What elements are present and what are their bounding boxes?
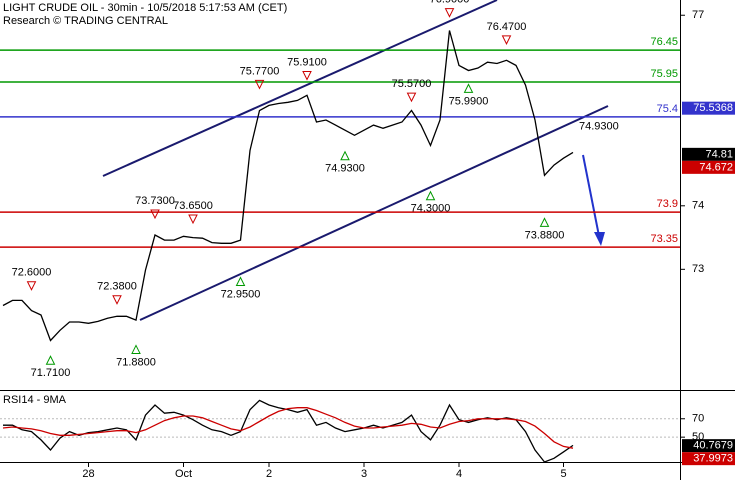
x-tick-label: 5 bbox=[560, 468, 566, 480]
chart-subtitle: Research © TRADING CENTRAL bbox=[3, 15, 168, 27]
price-line bbox=[2, 30, 574, 342]
price-tag-label: 37.9973 bbox=[693, 453, 733, 465]
channel-upper bbox=[102, 0, 498, 177]
chart-title: LIGHT CRUDE OIL - 30min - 10/5/2018 5:17… bbox=[3, 2, 287, 14]
annotation-label: 73.7300 bbox=[135, 195, 175, 207]
level-label: 75.4 bbox=[657, 103, 678, 115]
level-label: 73.35 bbox=[650, 233, 678, 245]
x-tick-label: 28 bbox=[82, 468, 94, 480]
y-tick-label: 74 bbox=[692, 200, 704, 212]
annotation-label: 71.8800 bbox=[116, 356, 156, 368]
annotation-label: 73.6500 bbox=[173, 200, 213, 212]
annotation-label: 74.3000 bbox=[411, 203, 451, 215]
high-marker bbox=[26, 281, 37, 291]
forecast-arrowhead bbox=[594, 232, 605, 246]
price-tag-label: 74.81 bbox=[705, 148, 733, 160]
price-tag-label: 74.672 bbox=[699, 161, 733, 173]
low-marker bbox=[539, 217, 550, 227]
annotation-label: 71.7100 bbox=[31, 367, 71, 379]
annotation-label: 76.4700 bbox=[487, 21, 527, 33]
high-marker bbox=[254, 79, 265, 90]
low-marker bbox=[340, 150, 350, 161]
low-marker bbox=[131, 344, 141, 354]
x-tick-label: 3 bbox=[361, 468, 367, 480]
price-tag bbox=[682, 160, 735, 174]
annotation-label: 72.9500 bbox=[221, 288, 261, 300]
high-marker bbox=[112, 295, 122, 305]
y-tick-label: 77 bbox=[692, 9, 704, 21]
price-tag-label: 40.7679 bbox=[693, 440, 733, 452]
annotation-label: 72.6000 bbox=[12, 267, 52, 279]
annotation-label: 72.3800 bbox=[97, 281, 137, 293]
low-marker bbox=[425, 190, 436, 201]
price-tag bbox=[682, 439, 735, 453]
high-marker bbox=[501, 35, 512, 46]
level-label: 75.95 bbox=[650, 68, 678, 80]
high-marker bbox=[188, 214, 198, 225]
annotation-label: 75.9900 bbox=[449, 95, 489, 107]
rsi-line bbox=[3, 399, 574, 463]
high-marker bbox=[444, 8, 455, 18]
level-label: 73.9 bbox=[657, 198, 678, 210]
price-tag bbox=[682, 147, 735, 161]
x-tick-label: 4 bbox=[456, 468, 462, 480]
price-tag bbox=[682, 452, 735, 466]
price-tag-label: 75.5368 bbox=[693, 102, 733, 114]
channel-lower bbox=[139, 105, 609, 321]
price-tag bbox=[682, 101, 735, 115]
rsi-line bbox=[2, 407, 574, 449]
annotation-label: 73.8800 bbox=[525, 229, 565, 241]
x-tick-label: Oct bbox=[175, 468, 192, 480]
high-marker bbox=[302, 70, 312, 81]
y-tick-label: 73 bbox=[692, 263, 704, 275]
annotation-label: 75.5700 bbox=[392, 78, 432, 90]
x-tick-label: 2 bbox=[266, 468, 272, 480]
forecast-arrow bbox=[582, 154, 600, 237]
annotation-label: 74.9300 bbox=[325, 163, 365, 175]
low-marker bbox=[45, 355, 56, 365]
level-label: 76.45 bbox=[650, 36, 678, 48]
y-tick-label: 70 bbox=[692, 413, 704, 425]
low-marker bbox=[463, 83, 474, 93]
high-marker bbox=[406, 92, 417, 103]
annotation-label: 76.9000 bbox=[430, 0, 470, 6]
indicator-title: RSI14 - 9MA bbox=[3, 394, 67, 406]
low-marker bbox=[235, 276, 246, 286]
high-marker bbox=[150, 209, 160, 220]
annotation-label: 75.7700 bbox=[240, 65, 280, 77]
annotation-label: 75.9100 bbox=[287, 56, 327, 68]
annotation-label: 74.9300 bbox=[579, 121, 619, 133]
